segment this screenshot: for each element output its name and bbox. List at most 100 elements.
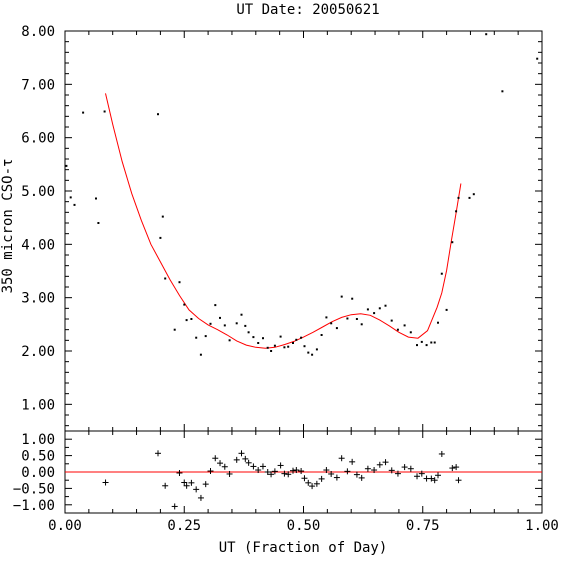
data-point (103, 110, 106, 113)
data-point (416, 344, 418, 347)
data-point (445, 308, 448, 311)
x-tick-label: 0.75 (406, 518, 440, 534)
data-point (536, 57, 539, 60)
data-point (270, 350, 273, 352)
data-point (223, 324, 226, 327)
data-point (73, 203, 76, 206)
residual-points-layer (102, 450, 462, 510)
residual-point (301, 475, 308, 482)
data-point (330, 322, 333, 325)
y-tick-label: 2.00 (21, 344, 55, 360)
data-point (390, 319, 393, 322)
residual-plot-ticks (64, 430, 543, 514)
fit-curve-layer (105, 93, 462, 349)
residual-point (344, 468, 351, 475)
data-point (69, 196, 72, 199)
residual-y-tick-label: −1.00 (13, 498, 55, 514)
data-point (157, 113, 159, 116)
data-point (346, 317, 349, 320)
y-tick-label: 3.00 (21, 291, 55, 307)
data-point (279, 335, 282, 338)
residual-point (431, 477, 438, 484)
residual-point (277, 462, 284, 469)
residual-point (453, 464, 460, 471)
residual-point (162, 482, 169, 489)
data-point (190, 318, 193, 320)
residual-point (371, 467, 378, 474)
residual-point (455, 477, 462, 484)
residual-point (217, 460, 224, 467)
residual-point (193, 486, 200, 493)
data-point (396, 328, 399, 331)
main-plot: 1.00 2.00 3.00 4.00 5.00 6.00 7.00 8.00 350 mic… (0, 24, 543, 432)
residual-point (221, 463, 228, 470)
data-point (161, 215, 164, 218)
data-point (320, 334, 323, 336)
residual-point (176, 469, 183, 476)
data-point (307, 351, 310, 354)
data-point (262, 337, 264, 340)
data-point (403, 324, 406, 327)
data-point (228, 339, 231, 342)
main-plot-frame (64, 30, 543, 432)
residual-point (207, 468, 214, 475)
x-axis-label: UT (Fraction of Day) (219, 540, 388, 556)
residual-point (376, 461, 383, 468)
y-tick-label: 6.00 (21, 131, 55, 147)
data-point (366, 308, 369, 311)
data-point (273, 344, 276, 347)
residual-point (364, 465, 371, 472)
data-point (325, 316, 328, 319)
residual-plot: −1.00−0.500.000.501.00 0.00 0.25 0.50 0.75 1… (13, 430, 559, 556)
main-plot-y-axis-label: 350 micron CSO-τ (0, 159, 16, 294)
residual-point (382, 459, 389, 466)
main-plot-y-tick-labels: 1.00 2.00 3.00 4.00 5.00 6.00 7.00 8.00 (21, 24, 55, 413)
residual-point (414, 473, 421, 480)
data-point (195, 336, 198, 339)
residual-point (305, 479, 312, 486)
data-point (433, 341, 436, 344)
residual-point (401, 464, 408, 471)
data-point (219, 316, 221, 319)
residual-point (202, 481, 209, 488)
residual-point (171, 503, 178, 510)
residual-point (435, 472, 442, 479)
residual-point (233, 456, 240, 463)
residual-point (155, 450, 162, 457)
data-point (266, 346, 269, 349)
data-point (244, 324, 247, 327)
data-point (409, 331, 412, 334)
data-point (311, 353, 314, 356)
residual-point (281, 470, 288, 477)
residual-point (245, 459, 252, 466)
residual-y-tick-label: 0.00 (21, 465, 55, 481)
data-point (95, 197, 97, 200)
residual-point (388, 467, 395, 474)
data-point (257, 342, 260, 344)
data-point (173, 328, 176, 331)
residual-point (238, 450, 245, 457)
residual-plot-x-tick-labels: 0.00 0.25 0.50 0.75 1.00 (48, 518, 559, 534)
data-point (300, 336, 303, 339)
residual-point (102, 479, 109, 486)
data-point (164, 277, 167, 280)
data-point (247, 331, 250, 334)
y-tick-label: 4.00 (21, 237, 55, 253)
fit-curve (105, 93, 462, 349)
data-point (468, 196, 471, 199)
data-point (214, 304, 217, 307)
data-point (315, 348, 318, 351)
chart-title: UT Date: 20050621 (236, 2, 379, 18)
data-point (384, 304, 387, 307)
residual-point (188, 479, 195, 486)
data-point (472, 193, 475, 196)
residual-point (242, 455, 249, 462)
data-points-layer (65, 33, 539, 356)
residual-point (268, 471, 275, 478)
residual-point (264, 469, 271, 475)
residual-point (407, 465, 414, 472)
residual-point (271, 468, 278, 475)
residual-point (313, 480, 320, 487)
data-point (204, 335, 207, 338)
